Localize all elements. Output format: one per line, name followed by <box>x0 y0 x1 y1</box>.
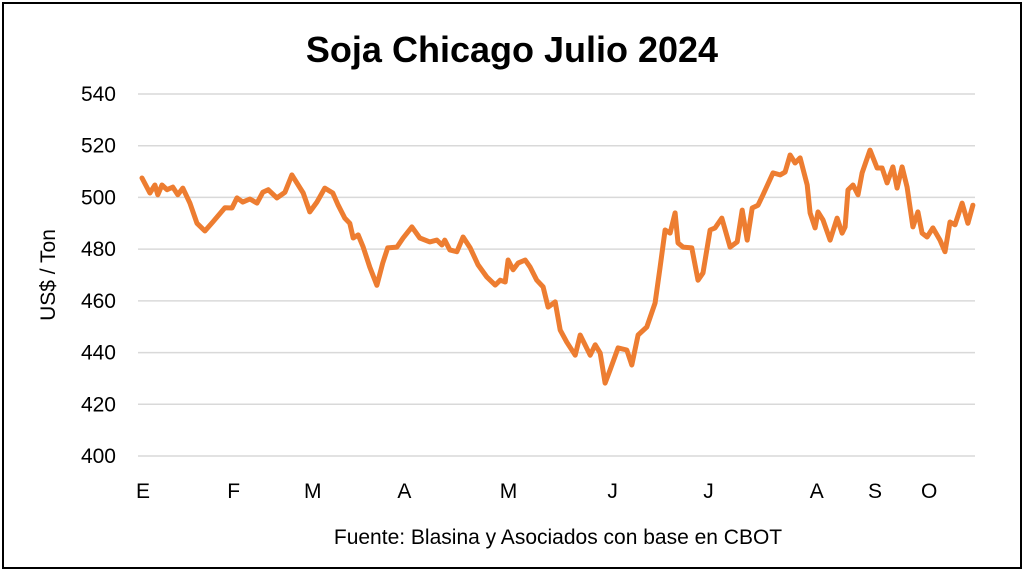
y-tick-label: 400 <box>81 445 116 468</box>
source-note: Fuente: Blasina y Asociados con base en … <box>334 526 782 549</box>
x-tick-label: M <box>500 480 518 503</box>
x-tick-label: A <box>397 480 411 503</box>
y-tick-label: 460 <box>81 290 116 313</box>
series-line <box>139 147 976 386</box>
x-tick-label: E <box>136 480 150 503</box>
y-tick-label: 500 <box>81 186 116 209</box>
chart-title: Soja Chicago Julio 2024 <box>306 29 718 70</box>
x-tick-label: S <box>868 480 882 503</box>
y-tick-label: 480 <box>81 238 116 261</box>
y-axis-ticks: 400 420 440 460 480 500 520 540 <box>81 83 116 468</box>
y-tick-label: 540 <box>81 83 116 106</box>
x-tick-label: J <box>607 480 618 503</box>
y-tick-label: 440 <box>81 342 116 365</box>
x-tick-label: O <box>921 480 937 503</box>
y-axis-label: US$ / Ton <box>37 229 60 321</box>
x-tick-label: A <box>810 480 824 503</box>
gridlines <box>138 93 975 457</box>
x-tick-label: F <box>227 480 240 503</box>
x-tick-label: J <box>703 480 714 503</box>
y-tick-label: 420 <box>81 393 116 416</box>
y-tick-label: 520 <box>81 135 116 158</box>
x-tick-label: M <box>304 480 322 503</box>
